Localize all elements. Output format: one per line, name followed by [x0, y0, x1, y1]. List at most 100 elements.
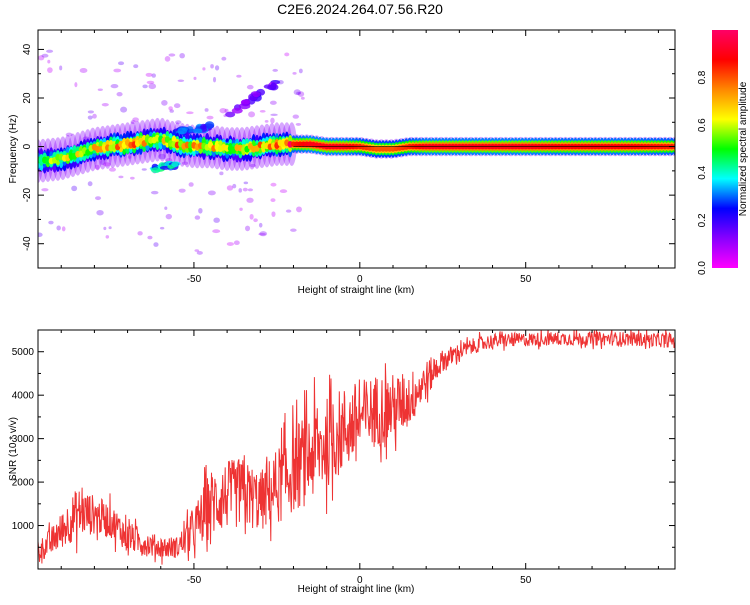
- spectral-speckle: [65, 132, 73, 137]
- spectral-speckle: [161, 99, 168, 106]
- spectral-speckle: [292, 114, 300, 119]
- spectral-speckle: [146, 80, 155, 85]
- spectral-speckle: [46, 49, 54, 53]
- spectral-speckle: [292, 71, 297, 75]
- spectral-speckle: [102, 162, 111, 167]
- y-tick-label: 1000: [12, 521, 35, 532]
- spectral-speckle: [249, 163, 256, 168]
- spectral-speckle: [87, 110, 94, 114]
- spectral-speckle: [120, 106, 128, 113]
- spectral-speckle: [239, 207, 243, 211]
- spectral-speckle: [219, 107, 227, 114]
- spectral-speckle: [213, 217, 220, 223]
- spectral-speckle: [271, 211, 276, 218]
- spectral-branch-blob: [252, 92, 261, 98]
- colorbar-tick-label: 0.8: [697, 70, 708, 84]
- spectral-speckle: [173, 103, 181, 109]
- spectral-speckle: [258, 222, 263, 228]
- spectral-speckle: [100, 159, 105, 166]
- spectral-speckle: [179, 53, 185, 59]
- spectral-speckle: [145, 72, 153, 77]
- spectral-speckle: [38, 55, 45, 61]
- spectral-speckle: [177, 79, 185, 83]
- spectral-branch-blob: [225, 111, 236, 118]
- spectral-branch-blob: [263, 84, 273, 89]
- y-tick-label: 40: [22, 43, 33, 55]
- spectral-speckle: [270, 182, 277, 187]
- y-tick-label: -20: [22, 187, 33, 202]
- spectral-ridge-mark: [85, 149, 91, 156]
- y-tick-label: 0: [22, 143, 33, 149]
- spectral-speckle: [148, 83, 157, 90]
- y-tick-label: 2000: [12, 478, 35, 489]
- spectral-speckle: [87, 115, 93, 120]
- spectral-speckle: [285, 209, 292, 213]
- spectral-speckle: [212, 76, 217, 83]
- spectral-speckle: [153, 242, 159, 247]
- spectral-speckle: [246, 84, 254, 90]
- spectral-speckle: [101, 103, 109, 107]
- spectral-speckle: [298, 68, 303, 74]
- x-tick-label: -50: [187, 575, 202, 586]
- spectral-speckle: [164, 206, 168, 210]
- spectral-branch-blob: [171, 161, 179, 168]
- spectral-speckle: [59, 65, 63, 71]
- spectral-branch-blob: [270, 82, 277, 90]
- spectral-speckle: [142, 84, 148, 89]
- spectral-speckle: [118, 61, 125, 66]
- spectral-speckle: [137, 231, 143, 236]
- x-tick-label: -50: [187, 274, 202, 285]
- spectral-speckle: [270, 113, 278, 117]
- spectral-speckle: [249, 213, 254, 220]
- spectral-speckle: [269, 100, 277, 105]
- snr-frame: [37, 329, 676, 570]
- spectral-speckle: [97, 88, 103, 91]
- spectral-speckle: [95, 196, 102, 201]
- spectral-speckle: [116, 91, 123, 97]
- spectral-speckle: [290, 228, 297, 232]
- spectral-speckle: [248, 111, 256, 118]
- snr-y-label: SNR (10 * v/v): [8, 417, 19, 481]
- spectral-speckle: [38, 232, 43, 238]
- spectral-branch-blob: [177, 127, 188, 135]
- spectral-speckle: [96, 210, 104, 216]
- spectral-speckle: [127, 155, 132, 159]
- colorbar-ticks: 0.0 0.2 0.4 0.6 0.8: [697, 70, 708, 275]
- spectral-speckle: [92, 113, 97, 119]
- colorbar-label: Normalized spectral amplitude: [738, 81, 749, 216]
- spectral-speckle: [168, 53, 176, 57]
- y-tick-label: -40: [22, 236, 33, 251]
- spectral-speckle: [246, 197, 254, 203]
- spectral-speckle: [169, 109, 174, 113]
- spectral-speckle: [130, 176, 135, 180]
- spectral-speckle: [108, 167, 116, 172]
- spectral-speckle: [164, 56, 171, 62]
- spectral-speckle: [258, 232, 266, 236]
- spectral-speckle: [226, 242, 234, 247]
- spectral-speckle: [118, 175, 124, 179]
- spectral-speckle: [219, 171, 224, 176]
- spectral-speckle: [221, 56, 227, 61]
- spectral-speckle: [105, 235, 110, 239]
- spectral-ridge-mark: [164, 136, 170, 143]
- colorbar: 0.0 0.2 0.4 0.6 0.8 Normalized spectral ampl…: [697, 30, 749, 275]
- spectral-speckle: [168, 106, 173, 111]
- spectrogram-marks: [38, 49, 675, 255]
- y-tick-label: 3000: [12, 434, 35, 445]
- spectral-speckle: [272, 68, 279, 72]
- spectral-speckle: [141, 168, 147, 171]
- spectral-speckle: [212, 229, 221, 234]
- spectral-speckle: [103, 226, 107, 231]
- snr-x-ticks: -50 0 50: [60, 330, 659, 586]
- spectral-speckle: [202, 67, 206, 71]
- spectral-speckle: [224, 108, 229, 113]
- spectral-speckle: [110, 83, 119, 89]
- spectrogram-y-label: Frequency (Hz): [8, 115, 19, 184]
- x-tick-label: 50: [520, 274, 532, 285]
- spectral-speckle: [147, 235, 153, 240]
- spectrogram-frame: [37, 29, 676, 269]
- spectral-speckle: [159, 226, 165, 230]
- snr-marks: [38, 330, 675, 565]
- spectral-branch-blob: [231, 107, 243, 114]
